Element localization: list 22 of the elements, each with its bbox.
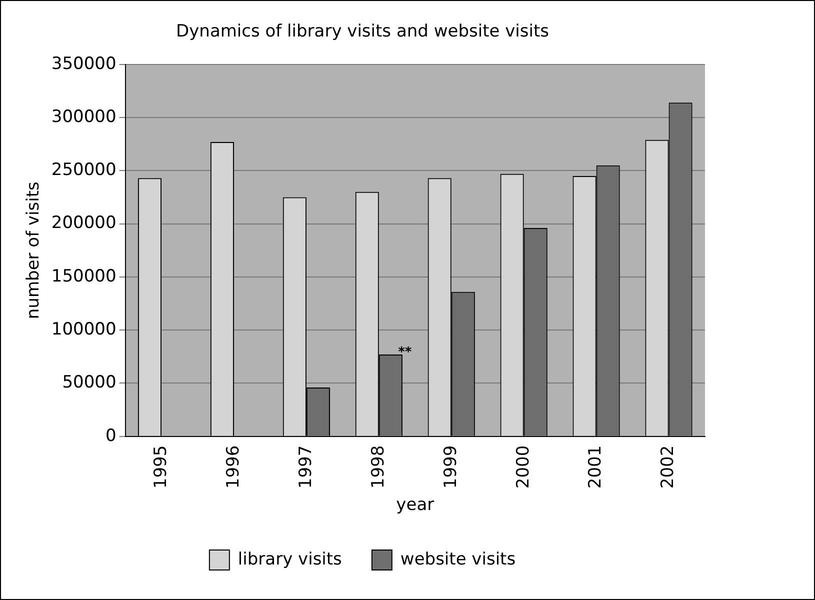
- y-tick-label: 250000: [51, 160, 116, 180]
- x-tick-label: 1997: [296, 445, 316, 489]
- y-tick-label: 150000: [51, 266, 116, 286]
- y-tick-label: 0: [105, 426, 116, 446]
- x-tick-label: 2001: [586, 445, 606, 489]
- y-tick-label: 50000: [62, 372, 116, 393]
- y-axis-title: number of visits: [24, 182, 44, 320]
- x-tick-label: 1996: [223, 445, 244, 489]
- x-tick-label: 1998: [368, 445, 388, 489]
- y-tick-label: 350000: [51, 54, 116, 74]
- y-tick-label: 200000: [51, 213, 116, 234]
- x-tick-label: 1995: [150, 445, 171, 489]
- x-tick-label: 2002: [658, 445, 678, 489]
- annotation: **: [398, 344, 412, 360]
- x-tick-label: 1999: [440, 445, 461, 489]
- x-tick-label: 2000: [513, 445, 534, 489]
- y-tick-label: 100000: [51, 319, 116, 340]
- chart-title: Dynamics of library visits and website visits: [176, 22, 550, 42]
- x-axis-title: year: [396, 495, 434, 516]
- y-tick-label: 300000: [51, 106, 116, 127]
- legend-label: website visits: [400, 549, 516, 570]
- legend-label: library visits: [238, 549, 342, 570]
